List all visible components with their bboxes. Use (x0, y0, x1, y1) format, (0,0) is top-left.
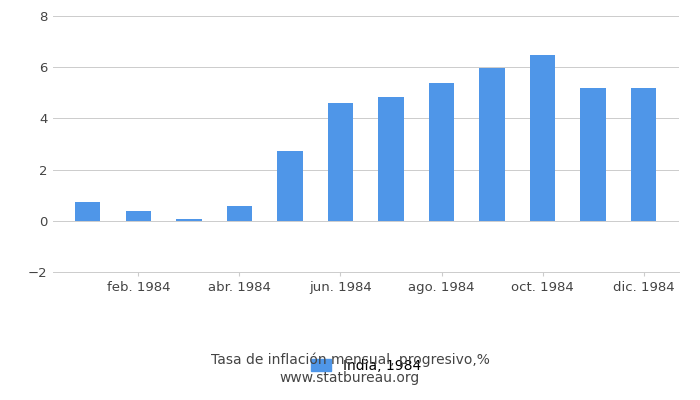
Bar (328, 102, 353, 221)
Bar (277, 151, 302, 221)
Text: Tasa de inflación mensual, progresivo,%: Tasa de inflación mensual, progresivo,% (211, 353, 489, 367)
Bar (631, 88, 657, 221)
Bar (580, 88, 606, 221)
Bar (429, 83, 454, 221)
Bar (126, 211, 151, 221)
Bar (530, 55, 555, 221)
Bar (227, 206, 252, 221)
Legend: India, 1984: India, 1984 (311, 358, 421, 372)
Bar (75, 202, 101, 221)
Bar (379, 97, 404, 221)
Bar (176, 219, 202, 221)
Bar (480, 68, 505, 221)
Text: www.statbureau.org: www.statbureau.org (280, 371, 420, 385)
